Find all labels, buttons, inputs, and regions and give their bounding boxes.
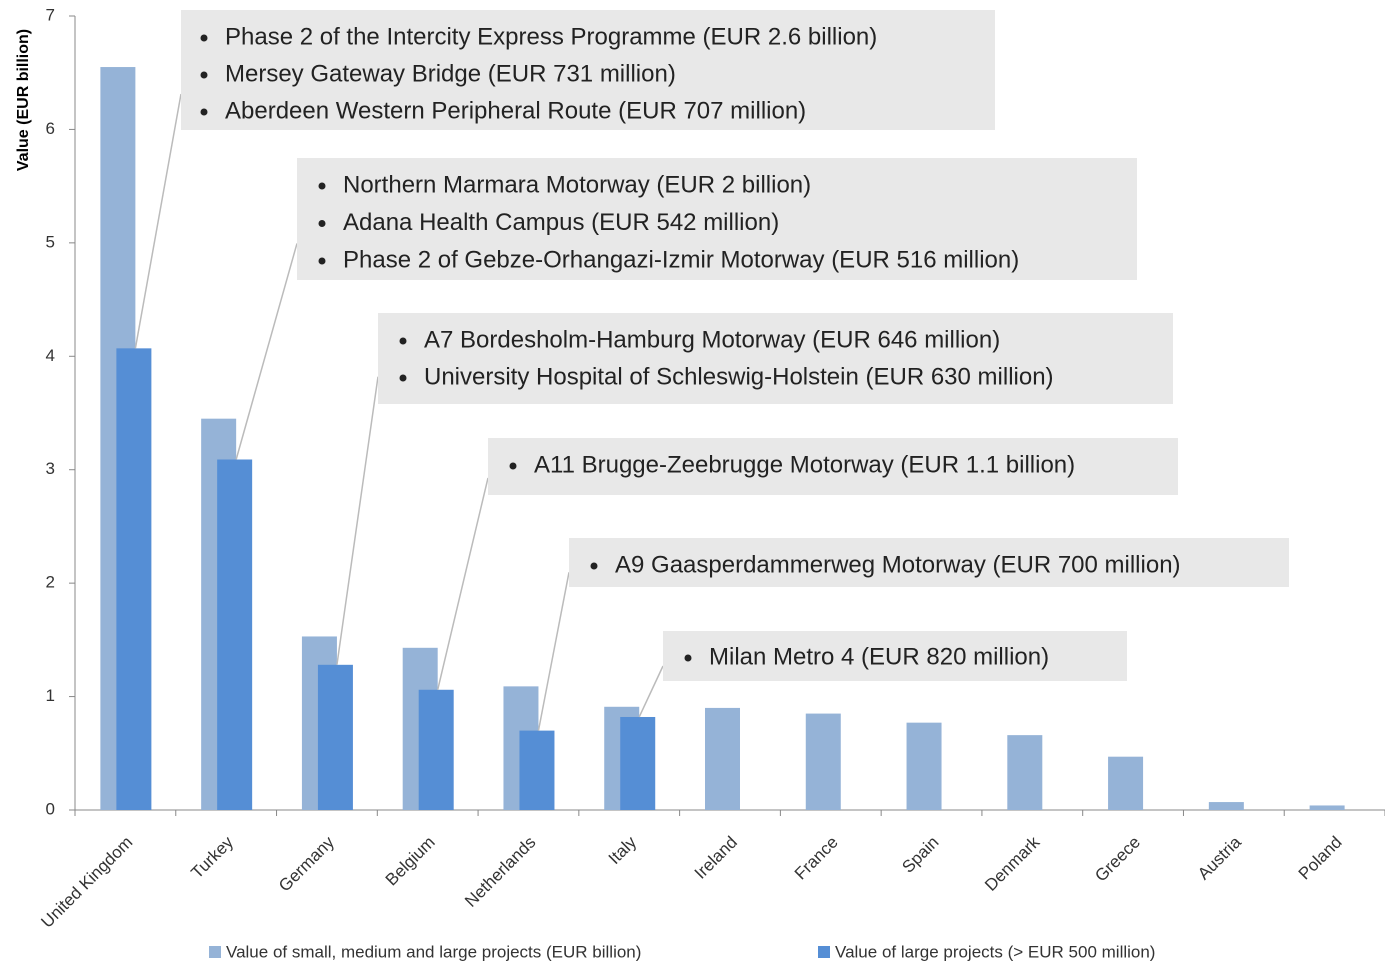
x-tick-label: Germany — [275, 832, 338, 895]
bar — [805, 713, 841, 810]
bar — [116, 348, 152, 810]
x-tick-label: Spain — [898, 833, 942, 877]
bullet — [509, 462, 517, 470]
bullet — [684, 654, 692, 662]
bar — [1108, 756, 1144, 810]
callout-box — [663, 631, 1127, 681]
y-tick-label: 4 — [46, 346, 55, 365]
annotation-text: Northern Marmara Motorway (EUR 2 billion… — [343, 171, 811, 198]
callout-line — [235, 243, 298, 460]
y-tick-label: 3 — [46, 459, 55, 478]
bullet — [200, 34, 208, 42]
x-tick-label: Netherlands — [461, 833, 539, 911]
bar — [705, 707, 740, 810]
callout-box — [297, 158, 1137, 280]
bar — [1309, 805, 1345, 810]
bar — [317, 664, 353, 810]
legend-label: Value of small, medium and large project… — [226, 942, 641, 961]
bullet — [590, 562, 598, 570]
bar — [418, 689, 454, 810]
x-tick-label: Italy — [605, 832, 641, 868]
annotation-text: A11 Brugge-Zeebrugge Motorway (EUR 1.1 b… — [534, 451, 1075, 478]
x-tick-label: Poland — [1295, 833, 1346, 884]
bar — [1007, 735, 1043, 810]
bullet — [200, 108, 208, 116]
annotation-text: A9 Gaasperdammerweg Motorway (EUR 700 mi… — [615, 551, 1181, 578]
x-tick-label: Greece — [1091, 833, 1144, 886]
callout-line — [336, 376, 379, 665]
bullet — [399, 374, 407, 382]
y-tick-label: 5 — [46, 232, 55, 251]
annotation-text: Aberdeen Western Peripheral Route (EUR 7… — [225, 97, 806, 124]
bar — [217, 459, 253, 810]
bar — [1208, 802, 1244, 810]
annotation-text: University Hospital of Schleswig-Holstei… — [424, 363, 1054, 390]
legend-label: Value of large projects (> EUR 500 milli… — [835, 942, 1155, 961]
callout-box — [181, 10, 995, 130]
bar — [906, 722, 942, 810]
annotation-text: Phase 2 of the Intercity Express Program… — [225, 23, 877, 50]
x-tick-label: France — [791, 833, 842, 884]
annotation-text: Phase 2 of Gebze-Orhangazi-Izmir Motorwa… — [343, 246, 1019, 273]
bar — [519, 730, 555, 810]
bullet — [200, 71, 208, 79]
callout-box — [378, 313, 1173, 404]
callout-line — [436, 477, 489, 690]
x-tick-label: Ireland — [691, 833, 741, 883]
callout-box — [569, 538, 1289, 587]
x-tick-label: Denmark — [981, 832, 1044, 895]
x-tick-label: Austria — [1194, 832, 1245, 883]
y-axis-label: Value (EUR billion) — [15, 29, 32, 171]
annotation-text: Mersey Gateway Bridge (EUR 731 million) — [225, 60, 676, 87]
bar — [620, 716, 656, 810]
y-tick-label: 7 — [46, 5, 55, 24]
bullet — [318, 182, 326, 190]
legend-swatch — [209, 946, 221, 958]
callout-line — [537, 572, 570, 731]
y-tick-label: 1 — [46, 686, 55, 705]
bullet — [318, 257, 326, 265]
annotation-text: Adana Health Campus (EUR 542 million) — [343, 209, 779, 236]
bullet — [399, 337, 407, 345]
y-tick-label: 2 — [46, 573, 55, 592]
callout-line — [638, 665, 664, 718]
annotation-text: Milan Metro 4 (EUR 820 million) — [709, 643, 1049, 670]
y-tick-label: 0 — [46, 799, 55, 818]
x-tick-label: United Kingdom — [37, 833, 136, 932]
legend-swatch — [818, 946, 830, 958]
callout-line — [134, 93, 182, 349]
y-tick-label: 6 — [46, 119, 55, 138]
annotation-text: A7 Bordesholm-Hamburg Motorway (EUR 646 … — [424, 326, 1000, 353]
x-tick-label: Turkey — [187, 832, 237, 882]
callout-box — [488, 438, 1178, 495]
x-tick-label: Belgium — [382, 833, 439, 890]
bullet — [318, 220, 326, 227]
